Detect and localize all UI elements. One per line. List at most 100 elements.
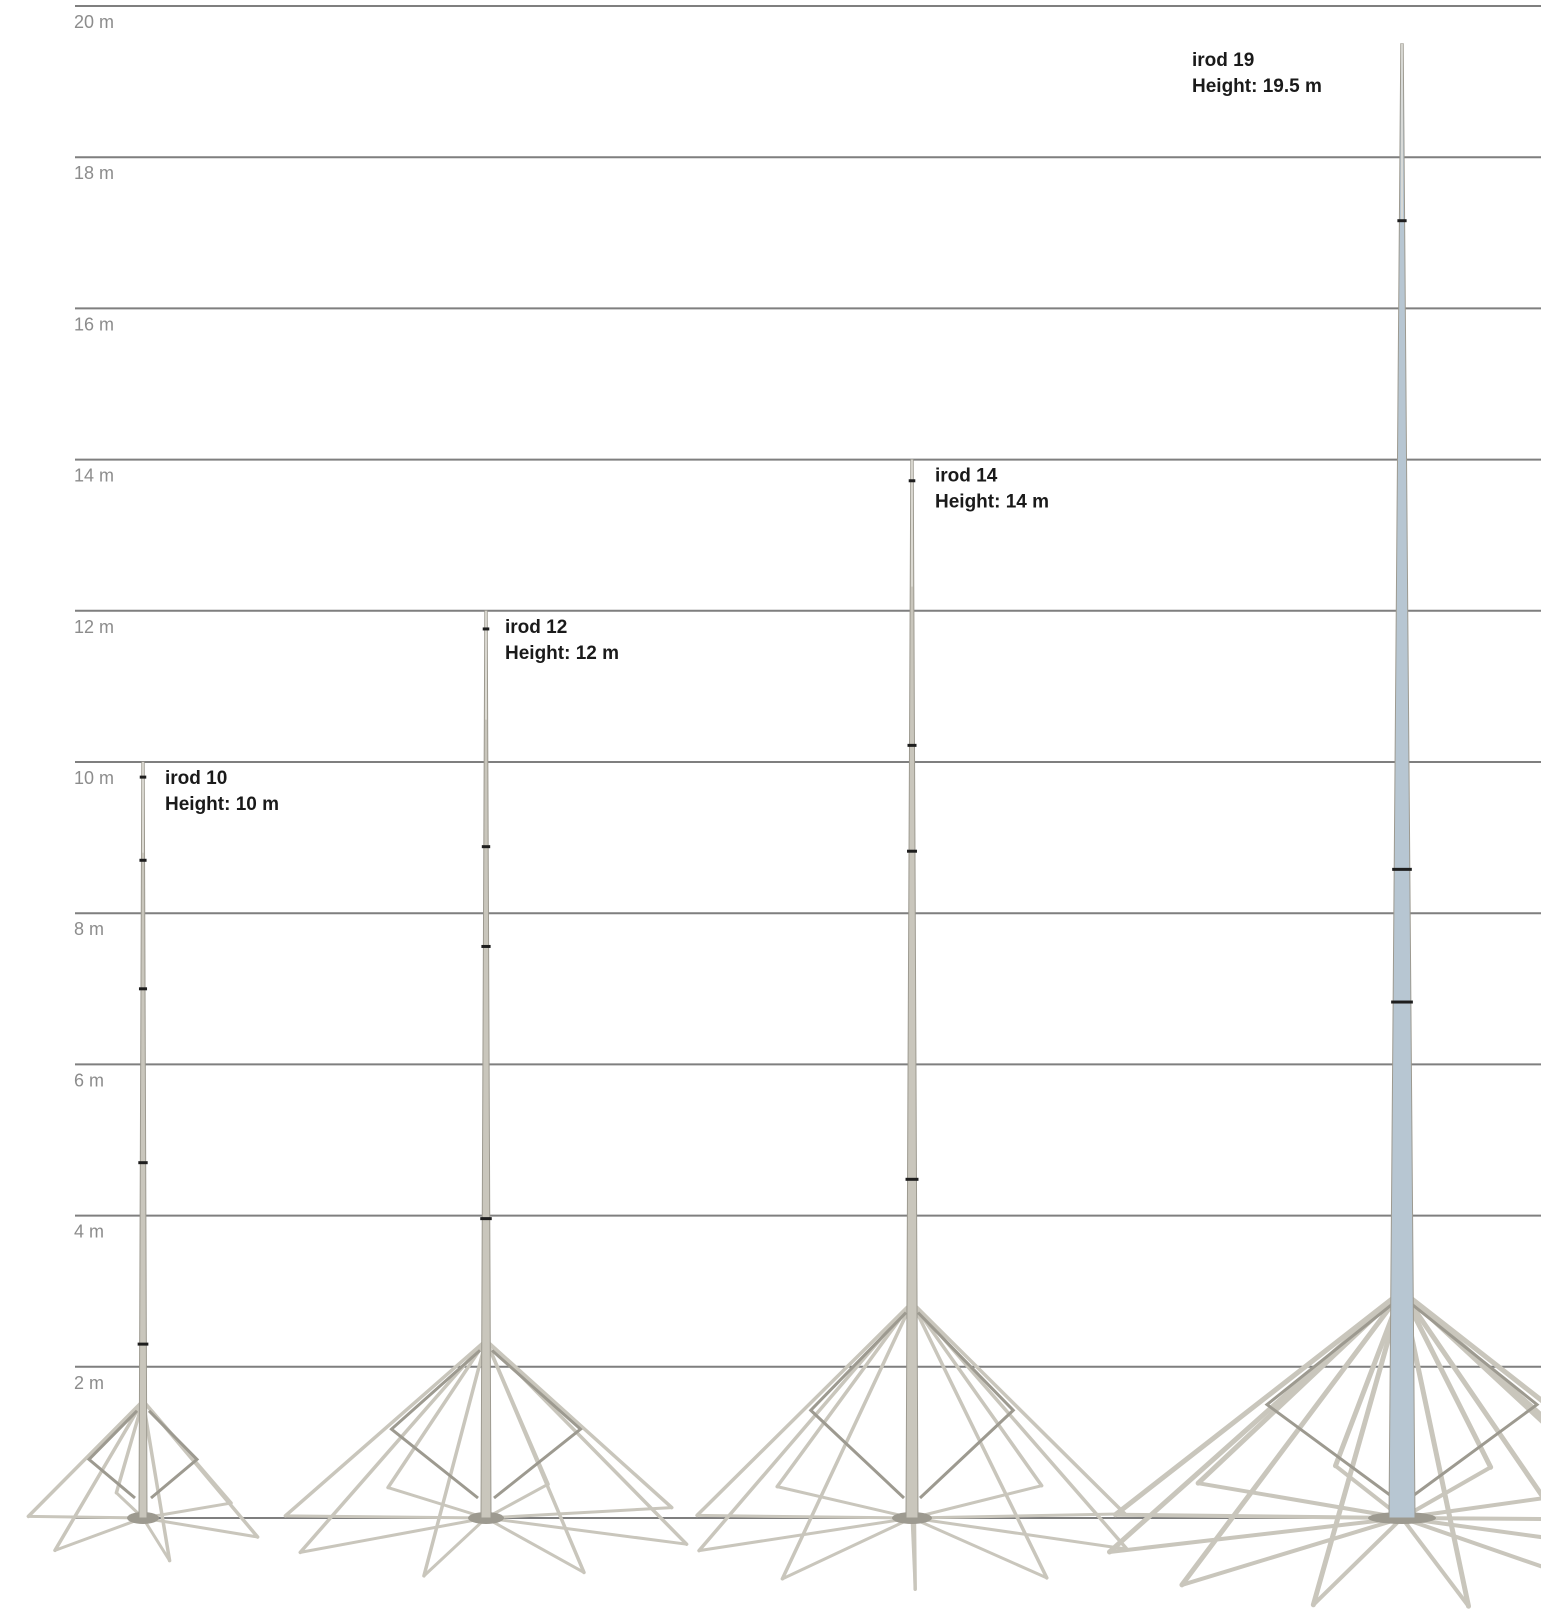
gridline-label-6m: 6 m <box>74 1070 104 1090</box>
irod-12-strut <box>387 1486 487 1520</box>
rod-irod-19 <box>1106 43 1541 1609</box>
irod-14-joint <box>908 479 916 483</box>
irod-12-strut <box>422 1516 488 1577</box>
irod-12-leg <box>386 1338 488 1490</box>
gridline-label-2m: 2 m <box>74 1373 104 1393</box>
irod-14-strut <box>911 1516 1048 1580</box>
irod-19-joint <box>1391 1000 1413 1004</box>
irod-12-leg <box>484 1338 674 1510</box>
irod-12-strut <box>485 1482 549 1520</box>
irod-19-strut <box>1197 1481 1403 1520</box>
irod-12-height-label: Height: 12 m <box>505 643 619 664</box>
gridline-label-18m: 18 m <box>74 163 114 183</box>
irod-12-base-legs <box>283 1338 689 1578</box>
rod-irod-10 <box>26 761 260 1563</box>
irod-19-strut <box>1401 1516 1541 1569</box>
irod-10-leg <box>26 1399 145 1519</box>
irod-10-strut <box>28 1514 144 1520</box>
irod-14-strut <box>911 1516 1128 1551</box>
irod-12-brace <box>389 1349 481 1500</box>
irod-10-brace <box>86 1409 139 1500</box>
irod-19-leg <box>1399 1288 1541 1404</box>
irod-10-name-label: irod 10 <box>165 768 227 789</box>
irod-14-leg <box>910 1300 1044 1488</box>
irod-10-leg <box>114 1399 145 1495</box>
irod-19-brace <box>1264 1300 1397 1500</box>
irod-12-brace <box>491 1349 583 1500</box>
irod-14-leg <box>695 1300 914 1518</box>
irod-10-leg <box>53 1399 145 1553</box>
irod-14-strut <box>911 1512 1126 1520</box>
irod-12-leg <box>484 1338 550 1486</box>
irod-19-brace <box>1407 1300 1540 1500</box>
irod-19-leg <box>1399 1288 1541 1499</box>
irod-14-height-label: Height: 14 m <box>935 492 1049 513</box>
irod-12-strut <box>285 1514 487 1520</box>
irod-19-leg <box>1399 1288 1494 1470</box>
irod-10-strut <box>141 1517 171 1562</box>
irod-19-mast <box>1388 43 1416 1519</box>
irod-10-joint <box>137 1342 149 1346</box>
irod-12-joint <box>481 845 491 849</box>
irod-10-mast <box>138 761 148 1519</box>
gridline-label-10m: 10 m <box>74 768 114 788</box>
irod-10-strut <box>142 1516 258 1539</box>
irod-14-leg <box>910 1300 1127 1516</box>
irod-19-joint <box>1397 219 1407 223</box>
gridlines: 2 m 4 m 6 m 8 m 10 m 12 m 14 m 16 m 18 m 20 m <box>74 5 1541 1519</box>
irod-12-leg <box>422 1338 488 1578</box>
gridline-label-8m: 8 m <box>74 919 104 939</box>
irod-14-leg <box>780 1300 914 1581</box>
irod-14-joint <box>907 743 917 747</box>
irod-14-strut <box>781 1516 913 1581</box>
irod-19-joint <box>1392 867 1412 871</box>
irod-19-name-label: irod 19 <box>1192 50 1254 71</box>
irod-14-base-legs <box>695 1300 1129 1591</box>
irod-19-leg <box>1399 1288 1541 1419</box>
irod-19-base-legs <box>1106 1288 1541 1609</box>
gridline-label-14m: 14 m <box>74 466 114 486</box>
irod-10-joint <box>139 775 147 779</box>
irod-14-brace <box>808 1311 908 1500</box>
irod-14-strut <box>697 1513 913 1520</box>
irod-19-strut <box>1401 1516 1541 1521</box>
irod-10-brace <box>147 1409 200 1500</box>
irod-10-base-legs <box>26 1399 260 1563</box>
gridline-label-12m: 12 m <box>74 617 114 637</box>
irod-19-strut <box>1109 1516 1403 1554</box>
rods <box>26 43 1541 1609</box>
rod-irod-14 <box>695 459 1129 1591</box>
irod-10-joint <box>138 987 148 991</box>
irod-12-strut <box>299 1516 487 1554</box>
irod-19-strut <box>1400 1516 1471 1608</box>
irod-19-height-label: Height: 19.5 m <box>1192 76 1322 97</box>
irod-14-strut <box>698 1516 913 1553</box>
irod-14-mast <box>905 459 919 1519</box>
irod-19-strut <box>1311 1516 1404 1607</box>
rod-irod-12 <box>283 610 689 1578</box>
irod-12-joint <box>481 944 491 948</box>
irod-19-leg <box>1112 1288 1405 1518</box>
irod-12-strut <box>485 1516 585 1574</box>
irod-14-name-label: irod 14 <box>935 466 998 487</box>
irod-14-joint <box>907 849 917 853</box>
irod-19-strut <box>1115 1512 1403 1520</box>
irod-12-joint <box>482 627 490 631</box>
irod-12-name-label: irod 12 <box>505 617 567 638</box>
irod-12-strut <box>485 1516 687 1546</box>
irod-14-strut <box>776 1485 913 1520</box>
irod-10-joint <box>139 858 147 862</box>
irod-12-mast <box>480 610 492 1519</box>
gridline-label-4m: 4 m <box>74 1222 104 1242</box>
irod-12-leg <box>283 1338 488 1518</box>
irod-12-strut <box>485 1506 672 1520</box>
irod-19-leg <box>1179 1288 1405 1588</box>
irod-10-joint <box>138 1161 148 1165</box>
irod-19-strut <box>1401 1496 1541 1520</box>
irod-10-leg <box>141 1399 172 1563</box>
irod-14-brace <box>916 1311 1016 1500</box>
gridline-label-16m: 16 m <box>74 314 114 334</box>
gridline-label-20m: 20 m <box>74 12 114 32</box>
